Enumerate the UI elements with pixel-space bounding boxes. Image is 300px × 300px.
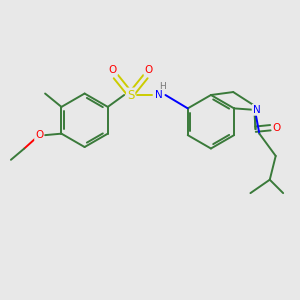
Text: S: S	[127, 88, 134, 101]
Text: O: O	[144, 65, 153, 75]
Text: N: N	[253, 105, 260, 115]
Text: H: H	[159, 82, 166, 91]
Text: O: O	[273, 123, 281, 133]
Text: N: N	[155, 90, 163, 100]
Text: O: O	[109, 65, 117, 75]
Text: O: O	[35, 130, 43, 140]
